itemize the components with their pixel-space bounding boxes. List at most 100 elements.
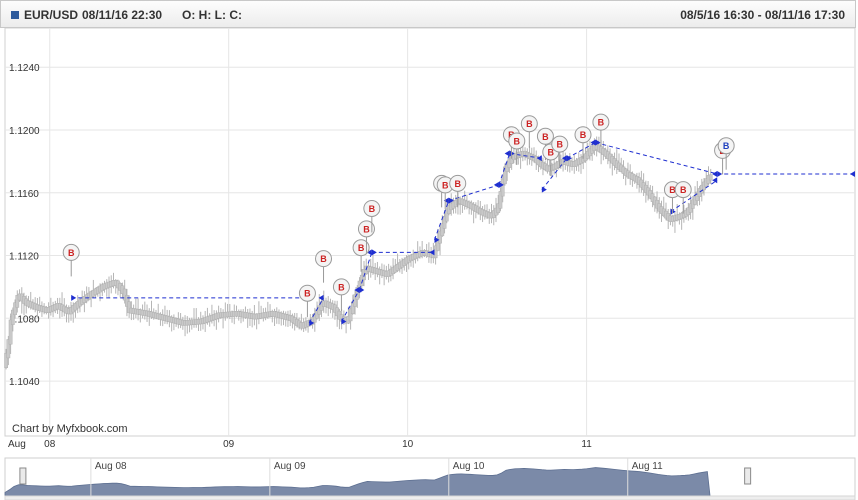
y-tick-label: 1.1240: [9, 63, 40, 74]
trade-arrow: [566, 155, 572, 162]
price-chart-svg[interactable]: 1.1040 1.1080 1.1120 1.1160 1.1200 1.1240 Aug 0…: [0, 28, 858, 500]
trade-marker-label[interactable]: B: [542, 132, 549, 142]
trade-marker-circle[interactable]: [298, 284, 316, 302]
trade-marker-label[interactable]: B: [580, 130, 587, 140]
trade-arrow: [318, 294, 324, 301]
watermark-text: Chart by Myfxbook.com: [12, 423, 128, 435]
candle-body: [10, 309, 15, 325]
candle-body: [6, 339, 11, 359]
trade-arrow: [371, 249, 377, 256]
trade-marker-label[interactable]: B: [454, 179, 461, 189]
candle-body: [435, 238, 440, 251]
trade-arrow: [434, 236, 440, 243]
candle-body: [127, 301, 131, 314]
trade-marker-label[interactable]: B: [338, 282, 345, 292]
trade-arrow: [493, 181, 499, 188]
trade-marker-circle[interactable]: [352, 239, 370, 257]
trade-marker-circle[interactable]: [363, 199, 381, 217]
trade-arrow: [71, 294, 77, 301]
candle-body: [4, 352, 8, 368]
trade-arrow: [670, 208, 676, 215]
trade-marker-label[interactable]: B: [363, 224, 370, 234]
y-tick-label: 1.1040: [9, 377, 40, 388]
trade-arrow: [509, 150, 515, 157]
trade-marker-circle[interactable]: [520, 115, 538, 133]
x-tick-label: 10: [402, 439, 414, 450]
trade-arrow: [448, 197, 454, 204]
trade-marker-label[interactable]: B: [669, 185, 676, 195]
chart-header: EUR/USD 08/11/16 22:30 O: H: L: C: 08/5/…: [0, 0, 856, 28]
trade-arrow: [561, 155, 567, 162]
trade-marker-label[interactable]: B: [548, 147, 555, 157]
trade-marker-circle[interactable]: [332, 278, 350, 296]
trade-marker-circle[interactable]: [536, 127, 554, 145]
trade-marker-circle[interactable]: [508, 132, 526, 150]
trade-marker-circle[interactable]: [674, 181, 692, 199]
ohlc-label: O: H: L: C:: [182, 8, 242, 22]
trade-marker-label[interactable]: B: [442, 180, 449, 190]
trade-arrow: [712, 170, 718, 177]
trade-arrow: [595, 139, 601, 146]
trade-line: [340, 289, 360, 322]
trade-marker-circle[interactable]: [315, 250, 333, 268]
trade-marker-label[interactable]: B: [556, 140, 563, 150]
trade-arrow: [359, 287, 365, 294]
candle-body: [15, 295, 20, 308]
trade-marker-label[interactable]: B: [304, 289, 311, 299]
trade-marker-label[interactable]: B: [369, 204, 376, 214]
trade-marker-label[interactable]: B: [514, 136, 521, 146]
trade-marker-label[interactable]: B: [320, 254, 327, 264]
trade-marker-label[interactable]: B: [723, 141, 730, 151]
candle-body: [348, 308, 353, 322]
trade-marker-label[interactable]: B: [68, 248, 75, 258]
y-tick-label: 1.1200: [9, 126, 40, 137]
date-range-label: 08/5/16 16:30 - 08/11/16 17:30: [680, 8, 845, 22]
candle-body: [122, 288, 127, 301]
trade-marker-circle[interactable]: [592, 113, 610, 131]
symbol-square-icon: [11, 11, 19, 19]
trade-arrow: [354, 287, 360, 294]
x-tick-label: 09: [223, 439, 235, 450]
trade-marker-circle[interactable]: [62, 243, 80, 261]
trade-arrow: [429, 249, 435, 256]
trade-arrow: [341, 318, 347, 325]
trade-marker-circle[interactable]: [357, 220, 375, 238]
navigator-handle[interactable]: [744, 467, 752, 485]
trade-marker-label[interactable]: B: [526, 119, 533, 129]
trade-line: [670, 179, 718, 213]
trade-marker-circle[interactable]: [551, 135, 569, 153]
trade-line: [509, 153, 542, 159]
trade-arrow: [850, 170, 855, 177]
trade-arrow: [498, 181, 504, 188]
trade-arrow: [504, 150, 510, 157]
trade-arrow: [712, 177, 718, 184]
trade-marker-circle[interactable]: [449, 174, 467, 192]
navigator-date-label: Aug 08: [95, 461, 127, 472]
trade-arrow: [717, 170, 723, 177]
candle-body: [498, 191, 503, 209]
trade-line: [448, 184, 500, 202]
trade-arrow: [443, 197, 449, 204]
navigator-date-label: Aug 11: [632, 461, 663, 472]
trade-marker-label[interactable]: B: [680, 185, 687, 195]
candle-body: [503, 166, 507, 185]
trade-marker-circle[interactable]: [717, 137, 735, 155]
navigator-date-label: Aug 09: [274, 461, 306, 472]
plot-area: [4, 28, 856, 437]
candle-body: [438, 230, 442, 244]
navigator-scrollbar[interactable]: [4, 495, 856, 500]
candle-body: [708, 174, 713, 181]
trade-marker-label[interactable]: B: [358, 243, 365, 253]
x-tick-label: 11: [581, 439, 592, 450]
candle-body: [359, 274, 364, 286]
trade-marker-circle[interactable]: [574, 126, 592, 144]
candle-body: [355, 287, 360, 300]
trade-line: [308, 297, 324, 324]
navigator-handle[interactable]: [19, 467, 27, 485]
timestamp-label: 08/11/16 22:30: [82, 8, 163, 22]
x-tick-label: Aug: [8, 439, 26, 450]
candle-body: [125, 295, 129, 307]
trade-marker-label[interactable]: B: [598, 118, 605, 128]
trade-line: [498, 153, 511, 186]
